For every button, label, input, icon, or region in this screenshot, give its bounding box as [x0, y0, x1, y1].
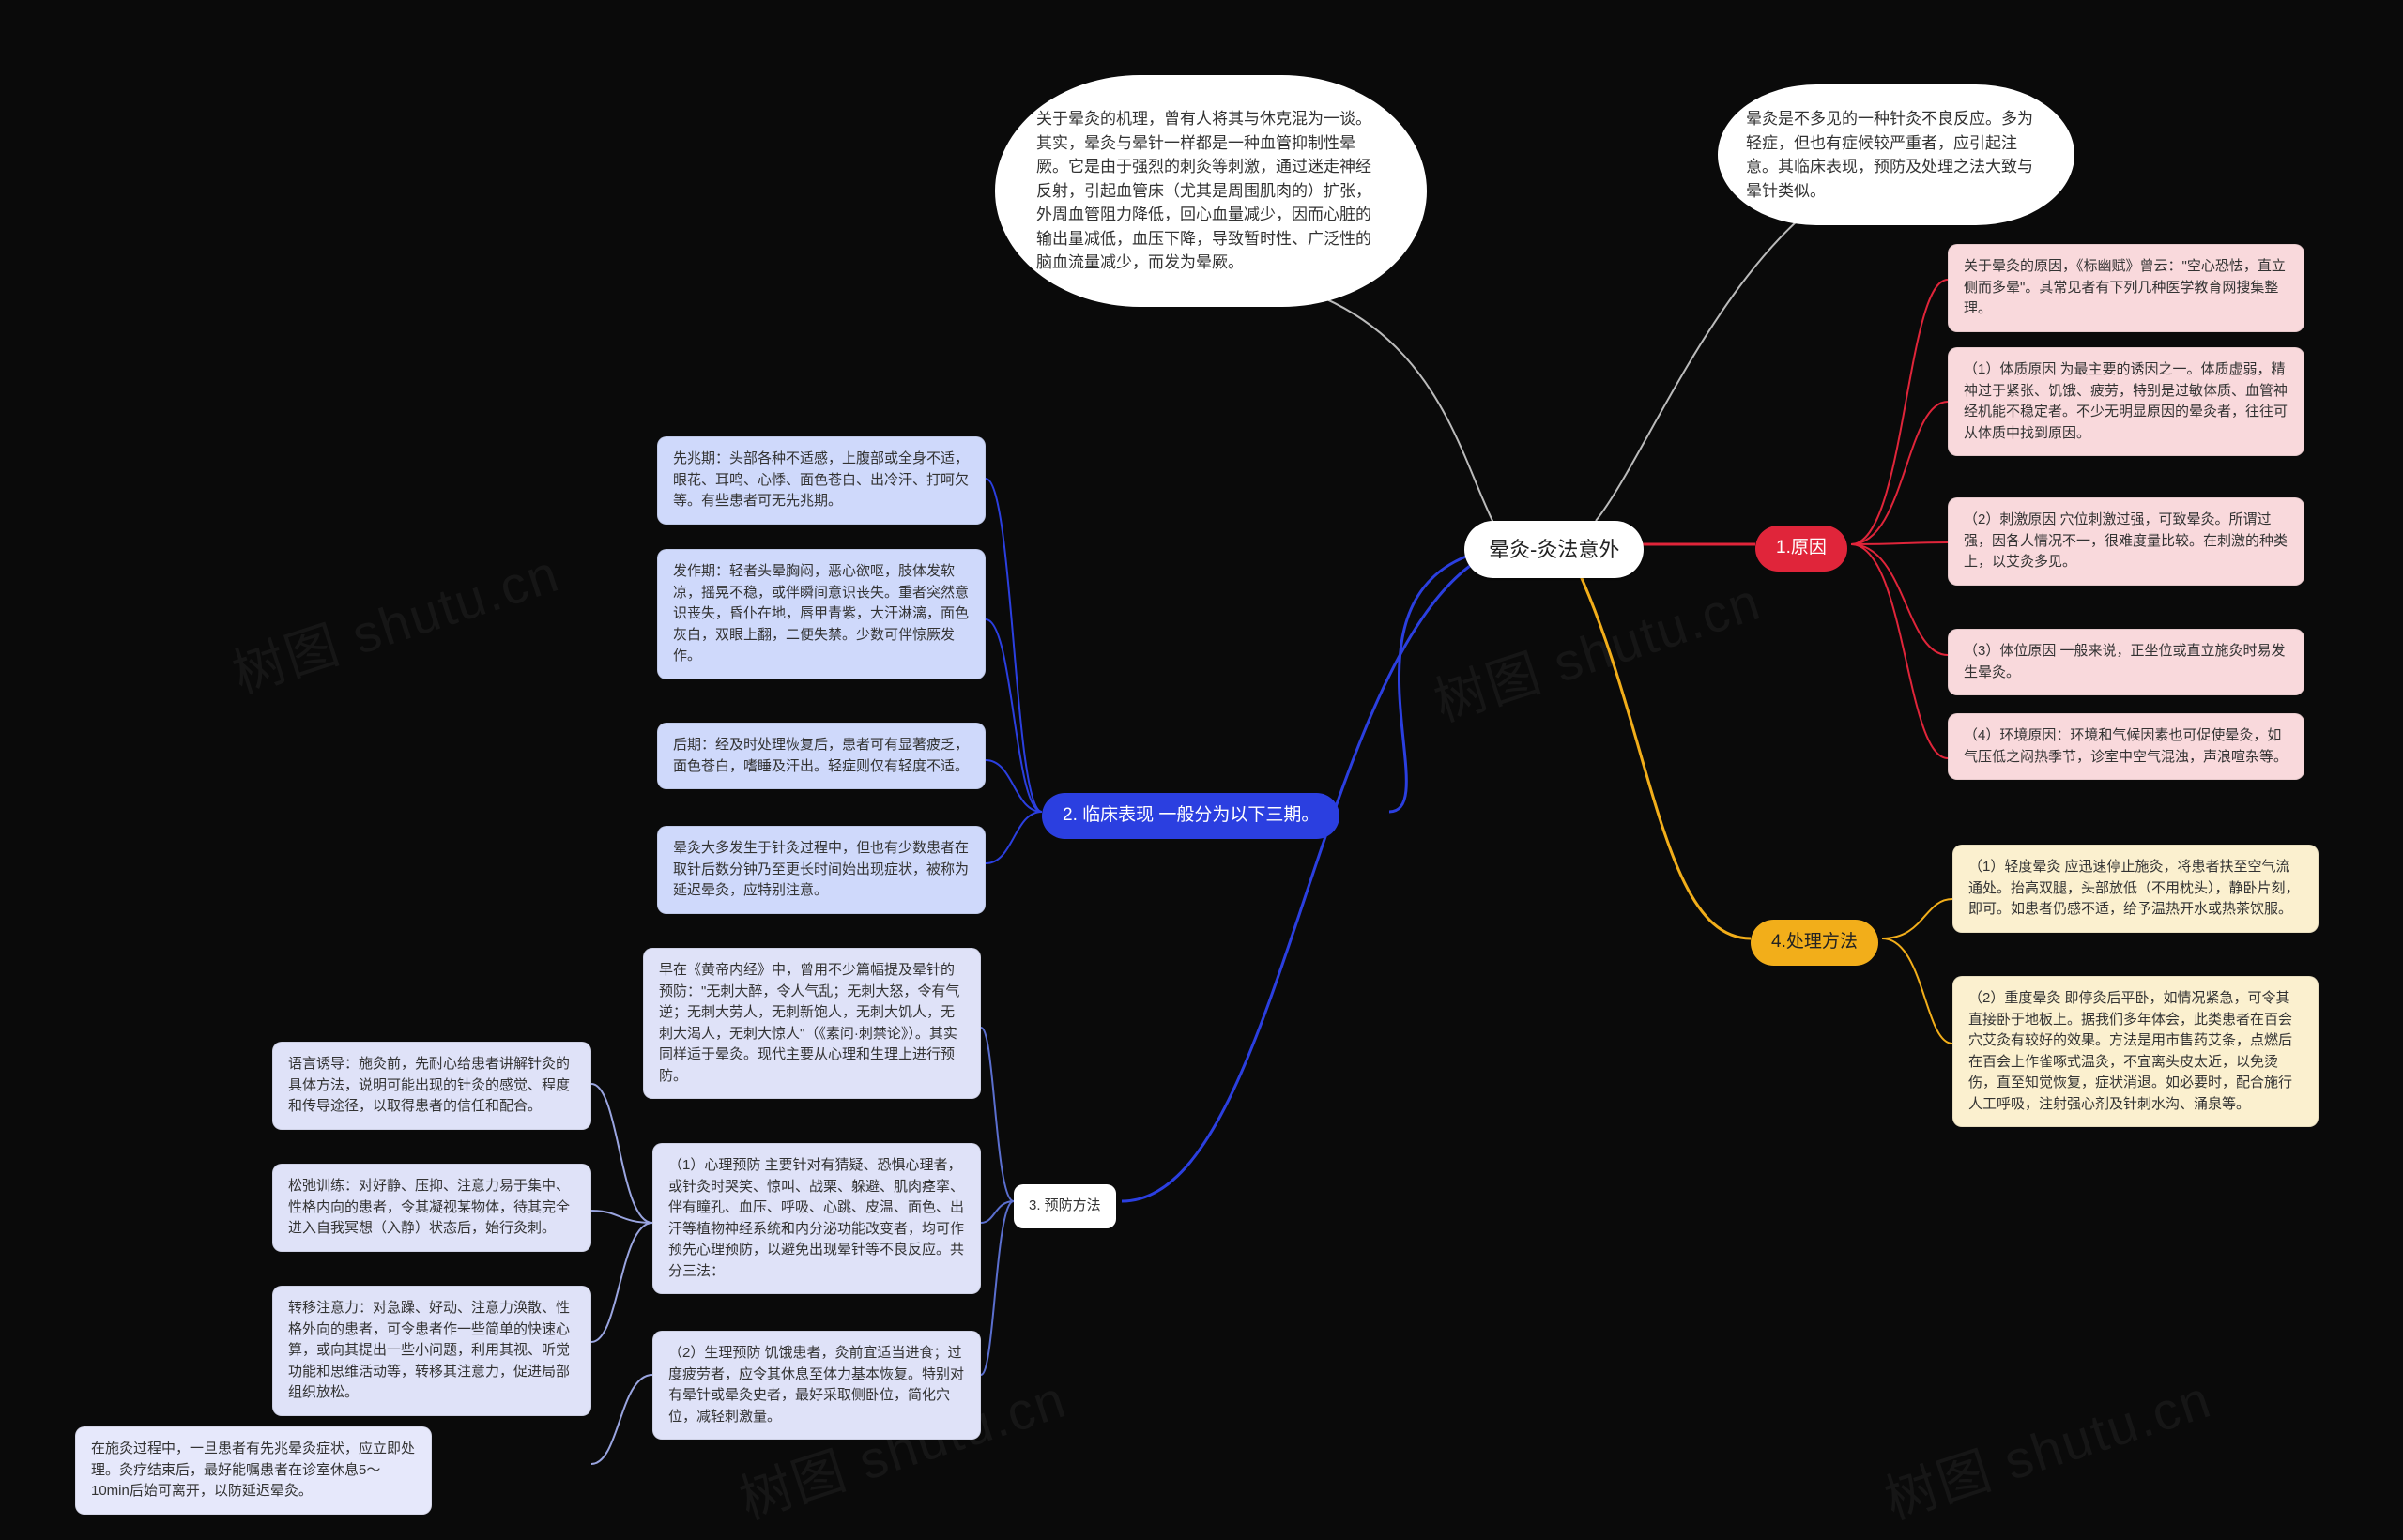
- context-text: 关于晕灸的机理，曾有人将其与休克混为一谈。其实，晕灸与晕针一样都是一种血管抑制性…: [1036, 110, 1371, 271]
- branch-label: 3. 预防方法: [1029, 1197, 1101, 1213]
- branch-clinical[interactable]: 2. 临床表现 一般分为以下三期。: [1042, 793, 1339, 839]
- card-text: （1）体质原因 为最主要的诱因之一。体质虚弱，精神过于紧张、饥饿、疲劳，特别是过…: [1964, 361, 2288, 441]
- branch-label: 2. 临床表现 一般分为以下三期。: [1063, 805, 1319, 825]
- card-text: 晕灸大多发生于针灸过程中，但也有少数患者在取针后数分钟乃至更长时间始出现症状，被…: [673, 840, 969, 898]
- clinical-item-0: 先兆期：头部各种不适感，上腹部或全身不适，眼花、耳鸣、心悸、面色苍白、出冷汗、打…: [657, 436, 986, 525]
- prevention-intro: 早在《黄帝内经》中，曾用不少篇幅提及晕针的预防："无刺大醉，令人气乱；无刺大怒，…: [643, 948, 981, 1099]
- card-text: （2）重度晕灸 即停灸后平卧，如情况紧急，可令其直接卧于地板上。据我们多年体会，…: [1968, 990, 2292, 1112]
- cause-item-2: （2）刺激原因 穴位刺激过强，可致晕灸。所谓过强，因各人情况不一，很难度量比较。…: [1948, 497, 2304, 586]
- context-bubble-mechanism: 关于晕灸的机理，曾有人将其与休克混为一谈。其实，晕灸与晕针一样都是一种血管抑制性…: [995, 75, 1427, 307]
- prevention-physio-note: 在施灸过程中，一旦患者有先兆晕灸症状，应立即处理。灸疗结束后，最好能嘱患者在诊室…: [75, 1426, 432, 1515]
- clinical-item-2: 后期：经及时处理恢复后，患者可有显著疲乏，面色苍白，嗜睡及汗出。轻症则仅有轻度不…: [657, 723, 986, 789]
- psych-method-1: 松弛训练：对好静、压抑、注意力易于集中、性格内向的患者，令其凝视某物体，待其完全…: [272, 1164, 591, 1252]
- branch-cause[interactable]: 1.原因: [1755, 526, 1847, 572]
- card-text: 转移注意力：对急躁、好动、注意力涣散、性格外向的患者，可令患者作一些简单的快速心…: [288, 1300, 570, 1400]
- center-node[interactable]: 晕灸-灸法意外: [1464, 521, 1644, 578]
- cause-item-3: （3）体位原因 一般来说，正坐位或直立施灸时易发生晕灸。: [1948, 629, 2304, 695]
- psych-method-2: 转移注意力：对急躁、好动、注意力涣散、性格外向的患者，可令患者作一些简单的快速心…: [272, 1286, 591, 1416]
- psych-method-0: 语言诱导：施灸前，先耐心给患者讲解针灸的具体方法，说明可能出现的针灸的感觉、程度…: [272, 1042, 591, 1130]
- card-text: 先兆期：头部各种不适感，上腹部或全身不适，眼花、耳鸣、心悸、面色苍白、出冷汗、打…: [673, 450, 969, 509]
- branch-label: 1.原因: [1776, 538, 1827, 557]
- card-text: （1）心理预防 主要针对有猜疑、恐惧心理者，或针灸时哭笑、惊叫、战栗、躲避、肌肉…: [668, 1157, 964, 1279]
- card-text: 后期：经及时处理恢复后，患者可有显著疲乏，面色苍白，嗜睡及汗出。轻症则仅有轻度不…: [673, 737, 969, 774]
- context-text: 晕灸是不多见的一种针灸不良反应。多为轻症，但也有症候较严重者，应引起注意。其临床…: [1746, 110, 2033, 200]
- cause-item-4: （4）环境原因：环境和气候因素也可促使晕灸，如气压低之闷热季节，诊室中空气混浊，…: [1948, 713, 2304, 780]
- cause-item-1: （1）体质原因 为最主要的诱因之一。体质虚弱，精神过于紧张、饥饿、疲劳，特别是过…: [1948, 347, 2304, 456]
- card-text: （1）轻度晕灸 应迅速停止施灸，将患者扶至空气流通处。抬高双腿，头部放低（不用枕…: [1968, 859, 2300, 917]
- watermark: 树图 shutu.cn: [1874, 1357, 2220, 1534]
- branch-prevention[interactable]: 3. 预防方法: [1014, 1184, 1116, 1228]
- card-text: 语言诱导：施灸前，先耐心给患者讲解针灸的具体方法，说明可能出现的针灸的感觉、程度…: [288, 1056, 570, 1114]
- card-text: 在施灸过程中，一旦患者有先兆晕灸症状，应立即处理。灸疗结束后，最好能嘱患者在诊室…: [91, 1441, 415, 1499]
- clinical-item-3: 晕灸大多发生于针灸过程中，但也有少数患者在取针后数分钟乃至更长时间始出现症状，被…: [657, 826, 986, 914]
- prevention-physio-lead: （2）生理预防 饥饿患者，灸前宜适当进食；过度疲劳者，应令其休息至体力基本恢复。…: [652, 1331, 981, 1440]
- branch-label: 4.处理方法: [1771, 932, 1858, 952]
- card-text: （3）体位原因 一般来说，正坐位或直立施灸时易发生晕灸。: [1964, 643, 2286, 680]
- branch-treatment[interactable]: 4.处理方法: [1751, 920, 1878, 966]
- cause-item-0: 关于晕灸的原因，《标幽赋》曾云："空心恐怯，直立侧而多晕"。其常见者有下列几种医…: [1948, 244, 2304, 332]
- mindmap-canvas: 树图 shutu.cn 树图 shutu.cn 树图 shutu.cn 树图 s…: [0, 0, 2403, 1540]
- treatment-item-0: （1）轻度晕灸 应迅速停止施灸，将患者扶至空气流通处。抬高双腿，头部放低（不用枕…: [1952, 845, 2319, 933]
- prevention-psych-lead: （1）心理预防 主要针对有猜疑、恐惧心理者，或针灸时哭笑、惊叫、战栗、躲避、肌肉…: [652, 1143, 981, 1294]
- card-text: 松弛训练：对好静、压抑、注意力易于集中、性格内向的患者，令其凝视某物体，待其完全…: [288, 1178, 570, 1236]
- clinical-item-1: 发作期：轻者头晕胸闷，恶心欲呕，肢体发软凉，摇晃不稳，或伴瞬间意识丧失。重者突然…: [657, 549, 986, 679]
- watermark: 树图 shutu.cn: [1423, 559, 1769, 737]
- card-text: 发作期：轻者头晕胸闷，恶心欲呕，肢体发软凉，摇晃不稳，或伴瞬间意识丧失。重者突然…: [673, 563, 969, 663]
- watermark: 树图 shutu.cn: [222, 531, 568, 709]
- context-bubble-overview: 晕灸是不多见的一种针灸不良反应。多为轻症，但也有症候较严重者，应引起注意。其临床…: [1718, 84, 2074, 225]
- card-text: 关于晕灸的原因，《标幽赋》曾云："空心恐怯，直立侧而多晕"。其常见者有下列几种医…: [1964, 258, 2286, 316]
- card-text: 早在《黄帝内经》中，曾用不少篇幅提及晕针的预防："无刺大醉，令人气乱；无刺大怒，…: [659, 962, 959, 1084]
- card-text: （2）刺激原因 穴位刺激过强，可致晕灸。所谓过强，因各人情况不一，很难度量比较。…: [1964, 511, 2288, 570]
- center-label: 晕灸-灸法意外: [1489, 538, 1619, 561]
- card-text: （2）生理预防 饥饿患者，灸前宜适当进食；过度疲劳者，应令其休息至体力基本恢复。…: [668, 1345, 964, 1425]
- card-text: （4）环境原因：环境和气候因素也可促使晕灸，如气压低之闷热季节，诊室中空气混浊，…: [1964, 727, 2288, 765]
- treatment-item-1: （2）重度晕灸 即停灸后平卧，如情况紧急，可令其直接卧于地板上。据我们多年体会，…: [1952, 976, 2319, 1127]
